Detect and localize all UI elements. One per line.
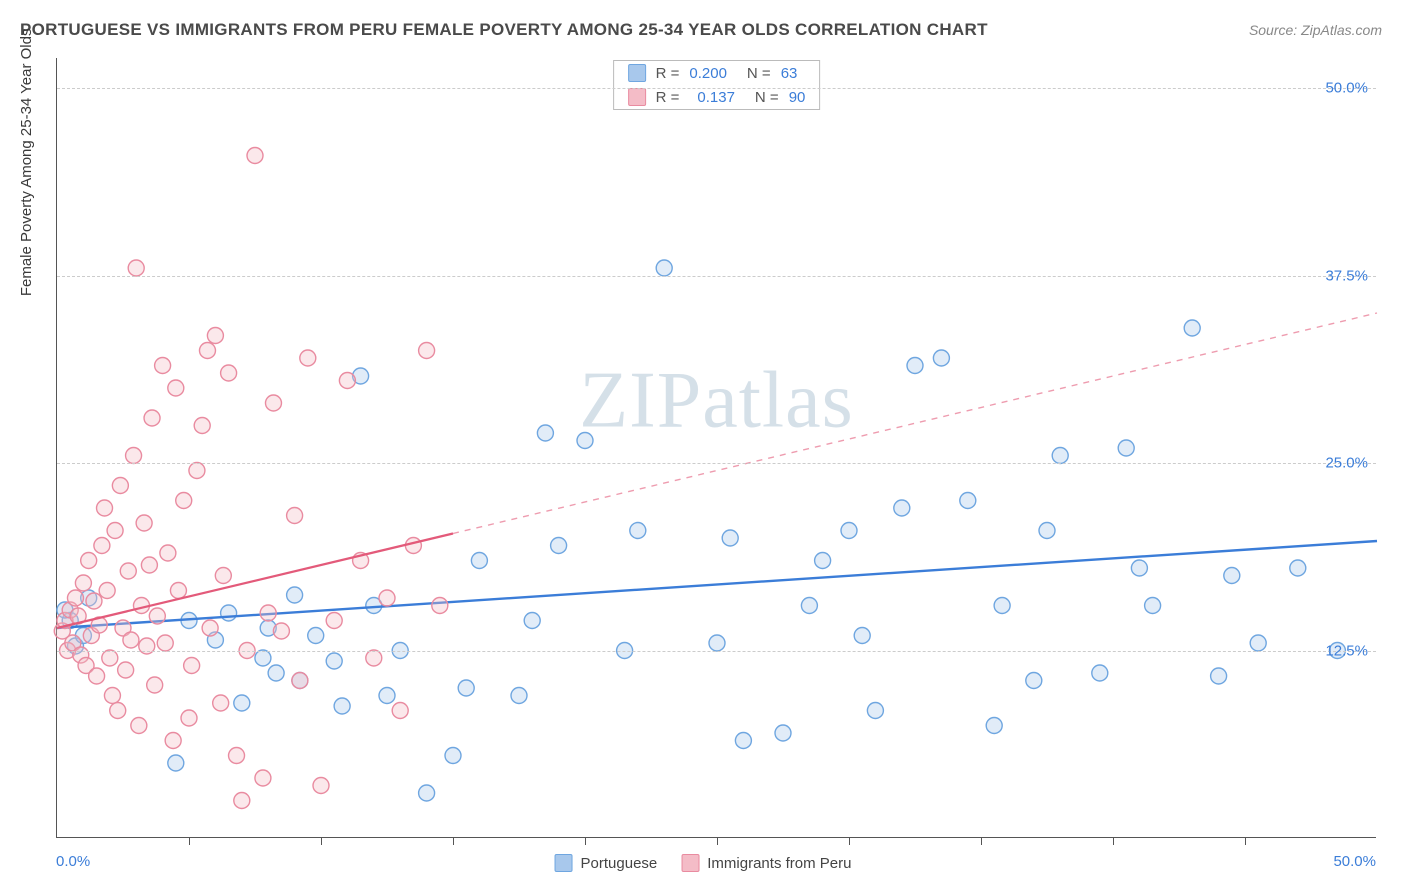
y-axis-label: Female Poverty Among 25-34 Year Olds [18, 29, 35, 297]
legend-label: Immigrants from Peru [707, 855, 851, 872]
stat-legend: R = 0.200 N = 63 R = 0.137 N = 90 [613, 60, 821, 110]
y-tick-label: 25.0% [1325, 455, 1368, 472]
plot-area: ZIPatlas R = 0.200 N = 63 R = 0.137 N = … [56, 58, 1376, 838]
x-axis-min: 0.0% [56, 853, 90, 870]
swatch-blue-icon [628, 64, 646, 82]
chart-title: PORTUGUESE VS IMMIGRANTS FROM PERU FEMAL… [20, 20, 988, 40]
legend-item-peru: Immigrants from Peru [681, 854, 851, 872]
y-tick-label: 37.5% [1325, 267, 1368, 284]
source-label: Source: ZipAtlas.com [1249, 22, 1382, 38]
series-legend: Portuguese Immigrants from Peru [555, 854, 852, 872]
y-tick-label: 50.0% [1325, 80, 1368, 97]
legend-label: Portuguese [581, 855, 658, 872]
swatch-pink-icon [681, 854, 699, 872]
swatch-blue-icon [555, 854, 573, 872]
scatter-svg [57, 58, 1377, 838]
y-tick-label: 12.5% [1325, 642, 1368, 659]
swatch-pink-icon [628, 88, 646, 106]
x-axis-max: 50.0% [1333, 853, 1376, 870]
legend-item-portuguese: Portuguese [555, 854, 658, 872]
stat-row-portuguese: R = 0.200 N = 63 [614, 61, 820, 85]
